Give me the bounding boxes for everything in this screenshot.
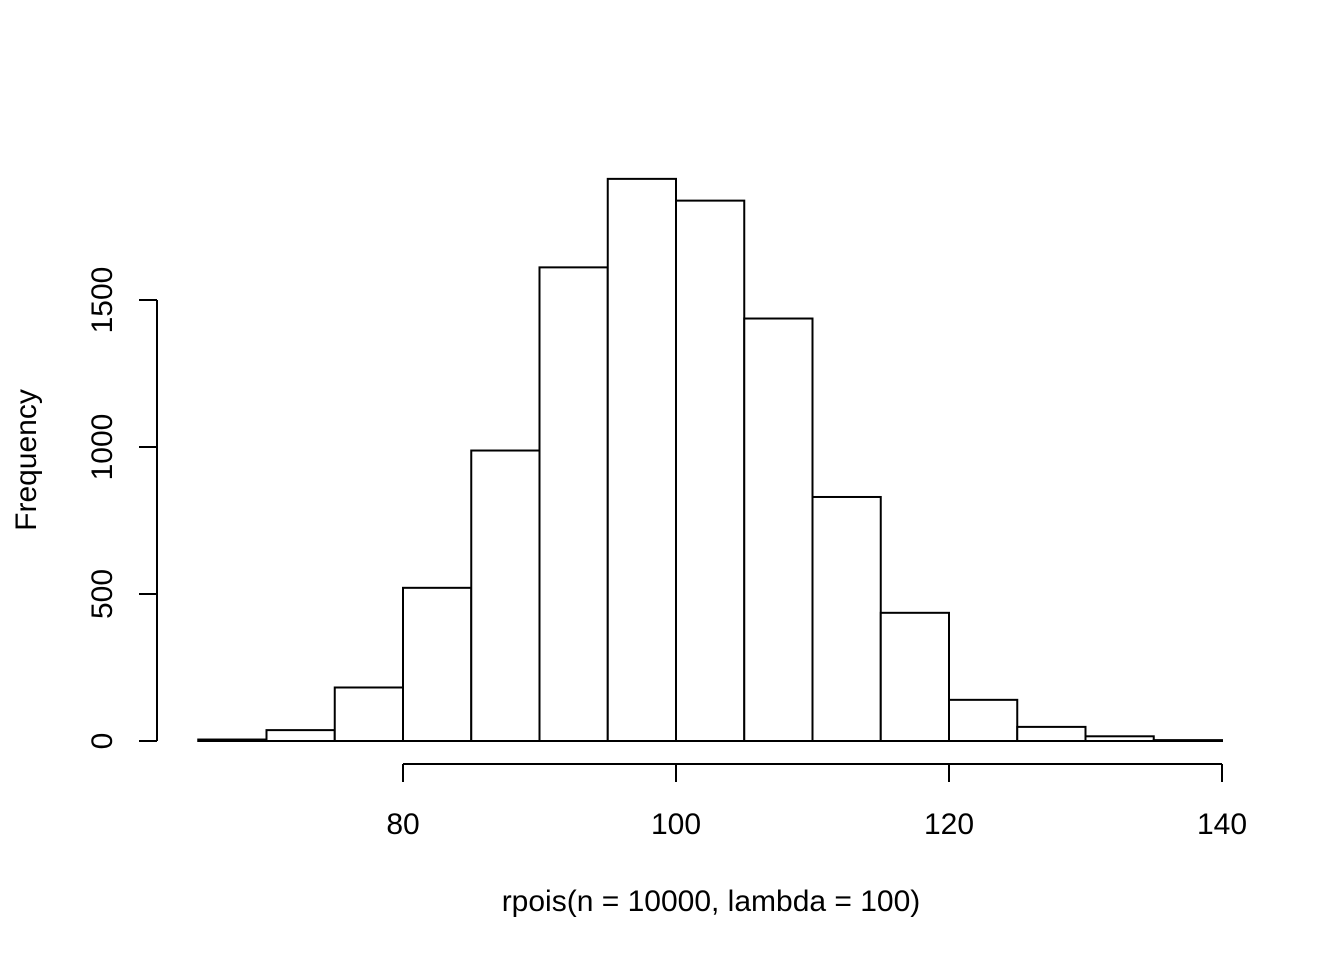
x-tick-label-100: 100 <box>651 808 701 841</box>
y-tick-label-500: 500 <box>86 569 119 619</box>
histogram-bar-80-85 <box>402 586 473 742</box>
histogram-bar-70-75 <box>265 729 336 743</box>
y-tick-label-0: 0 <box>86 733 119 750</box>
histogram-bar-105-110 <box>743 317 814 742</box>
histogram-bar-125-130 <box>1016 725 1087 742</box>
histogram-bar-85-90 <box>470 449 541 742</box>
histogram-bar-120-125 <box>948 698 1019 743</box>
histogram-bar-110-115 <box>811 495 882 743</box>
histogram-bar-75-80 <box>333 686 404 743</box>
x-tick-label-140: 140 <box>1197 808 1247 841</box>
histogram-bar-115-120 <box>879 611 950 742</box>
histogram-bar-100-105 <box>675 199 746 743</box>
x-tick-label-80: 80 <box>386 808 419 841</box>
y-tick-label-1000: 1000 <box>86 414 119 481</box>
y-tick-label-1500: 1500 <box>86 267 119 334</box>
histogram-bars <box>197 177 1223 743</box>
histogram-bar-135-140 <box>1152 739 1223 742</box>
histogram-bar-95-100 <box>606 177 677 742</box>
histogram-bar-90-95 <box>538 266 609 742</box>
y-axis-title: Frequency <box>10 389 43 531</box>
x-axis: 80 100 120 140 <box>386 763 1247 841</box>
histogram-bar-65-70 <box>197 738 268 743</box>
x-axis-title: rpois(n = 10000, lambda = 100) <box>502 885 921 918</box>
histogram-bar-130-135 <box>1084 735 1155 743</box>
x-tick-label-120: 120 <box>924 808 974 841</box>
y-axis: 0 500 1000 1500 <box>86 267 158 750</box>
